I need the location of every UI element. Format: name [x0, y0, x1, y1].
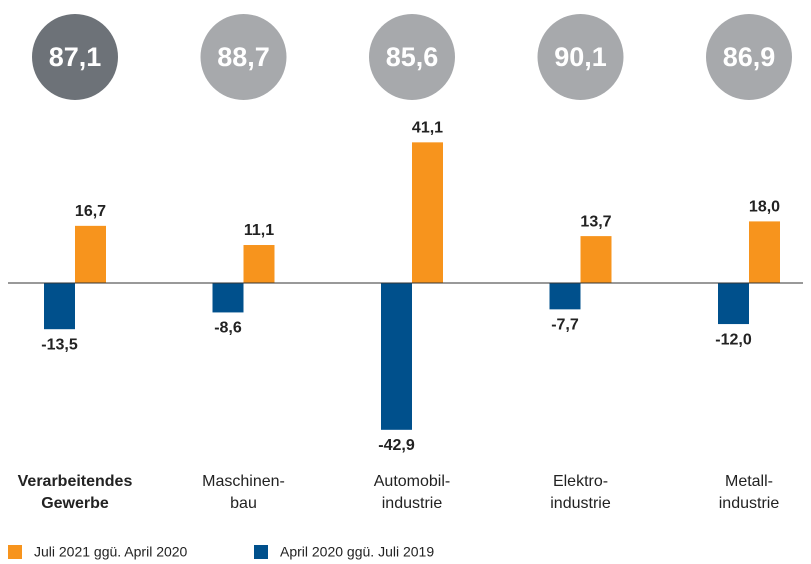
bar — [412, 142, 443, 283]
legend-label: Juli 2021 ggü. April 2020 — [34, 544, 188, 560]
bar — [243, 245, 275, 283]
badge-label: 88,7 — [217, 42, 270, 72]
data-label: -8,6 — [214, 320, 242, 337]
badge-circle — [369, 14, 455, 100]
x-tick-label: industrie — [382, 495, 443, 512]
data-label: 18,0 — [749, 199, 780, 216]
data-label: -42,9 — [378, 437, 415, 454]
data-label: 16,7 — [75, 203, 106, 220]
badge-circle — [706, 14, 792, 100]
bar — [212, 283, 244, 313]
bar — [44, 283, 75, 330]
data-label: -7,7 — [551, 317, 579, 334]
badge-label: 87,1 — [49, 42, 102, 72]
data-label: 41,1 — [412, 120, 443, 137]
data-label: -13,5 — [41, 336, 78, 353]
data-label: 13,7 — [580, 213, 611, 230]
bar — [718, 283, 749, 325]
badge-label: 90,1 — [554, 42, 607, 72]
bar — [75, 225, 106, 283]
badge-circle — [537, 14, 624, 100]
bar — [549, 283, 581, 310]
x-tick-label: Gewerbe — [41, 495, 109, 512]
data-label: 11,1 — [244, 222, 274, 239]
x-tick-label: Verarbeitendes — [18, 473, 133, 490]
x-tick-label: Elektro- — [553, 473, 608, 490]
badge-label: 85,6 — [386, 42, 439, 72]
data-label: -12,0 — [715, 331, 752, 348]
badge-circle — [32, 14, 118, 100]
x-tick-label: Automobil- — [374, 473, 450, 490]
legend-swatch — [254, 545, 268, 559]
x-tick-label: industrie — [550, 495, 611, 512]
x-tick-label: industrie — [719, 495, 780, 512]
badge-circle — [200, 14, 287, 100]
badge-label: 86,9 — [723, 42, 776, 72]
legend-swatch — [8, 545, 22, 559]
x-tick-label: Metall- — [725, 473, 773, 490]
bar — [749, 221, 780, 283]
x-tick-label: Maschinen- — [202, 473, 285, 490]
bar — [381, 283, 412, 430]
x-tick-label: bau — [230, 495, 257, 512]
bar — [580, 236, 612, 283]
legend-label: April 2020 ggü. Juli 2019 — [280, 544, 434, 560]
